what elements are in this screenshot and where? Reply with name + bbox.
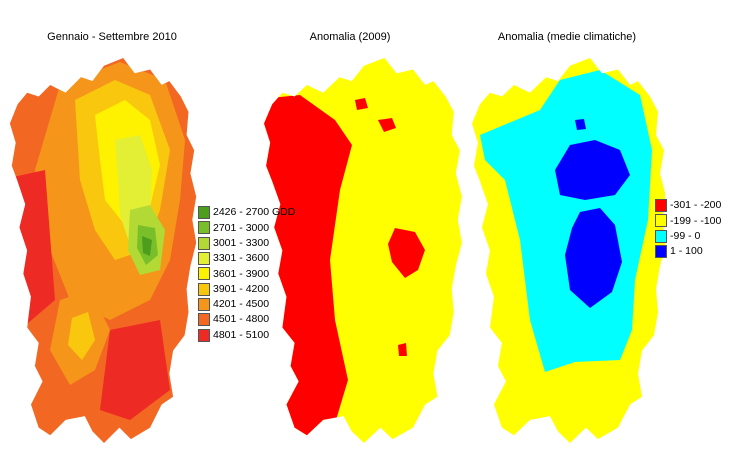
- legend-swatch: [198, 252, 210, 266]
- legend-label: 3301 - 3600: [213, 252, 270, 265]
- legend-gdd: 2426 - 2700 GDD 2701 - 3000 3001 - 3300 330…: [198, 205, 295, 343]
- panel-title-anomaly-climate: Anomalia (medie climatiche): [497, 31, 637, 43]
- legend-label: -99 - 0: [670, 229, 701, 242]
- legend-item: 1 - 100: [655, 244, 721, 259]
- panel-title-anomaly-2009: Anomalia (2009): [309, 31, 391, 43]
- map-anomaly-climate-sardinia: [472, 58, 665, 443]
- legend-item: -99 - 0: [655, 229, 721, 244]
- legend-label: 3901 - 4200: [213, 282, 270, 295]
- legend-swatch: [655, 245, 667, 259]
- legend-item: 4201 - 4500: [198, 297, 295, 312]
- legend-swatch: [655, 199, 667, 213]
- legend-item: -301 - -200: [655, 198, 721, 213]
- panel-title-gdd: Gennaio - Settembre 2010: [47, 31, 177, 43]
- legend-swatch: [198, 221, 210, 235]
- legend-label: 2701 - 3000: [213, 221, 270, 234]
- legend-label: 2426 - 2700 GDD: [213, 206, 296, 219]
- legend-label: 3601 - 3900: [213, 267, 270, 280]
- map-gdd-sardinia: [9, 58, 197, 443]
- legend-swatch: [198, 267, 210, 281]
- legend-label: 4501 - 4800: [213, 313, 270, 326]
- legend-item: 3601 - 3900: [198, 266, 295, 281]
- legend-swatch: [198, 236, 210, 250]
- legend-item: 3301 - 3600: [198, 251, 295, 266]
- legend-label: 1 - 100: [670, 245, 703, 258]
- legend-item: 2426 - 2700 GDD: [198, 205, 295, 220]
- legend-label: 4801 - 5100: [213, 328, 270, 341]
- legend-swatch: [198, 328, 210, 342]
- legend-label: 4201 - 4500: [213, 298, 270, 311]
- legend-item: 4801 - 5100: [198, 327, 295, 342]
- legend-item: 3901 - 4200: [198, 281, 295, 296]
- legend-label: 3001 - 3300: [213, 236, 270, 249]
- legend-item: -199 - -100: [655, 213, 721, 228]
- legend-label: -301 - -200: [670, 199, 722, 212]
- legend-swatch: [198, 282, 210, 296]
- legend-swatch: [198, 297, 210, 311]
- legend-swatch: [198, 206, 210, 220]
- legend-item: 3001 - 3300: [198, 236, 295, 251]
- legend-label: -199 - -100: [670, 214, 722, 227]
- legend-swatch: [655, 214, 667, 228]
- legend-swatch: [198, 313, 210, 327]
- legend-item: 2701 - 3000: [198, 220, 295, 235]
- legend-swatch: [655, 229, 667, 243]
- legend-anomaly: -301 - -200 -199 - -100 -99 - 0 1 - 100: [655, 198, 721, 259]
- legend-item: 4501 - 4800: [198, 312, 295, 327]
